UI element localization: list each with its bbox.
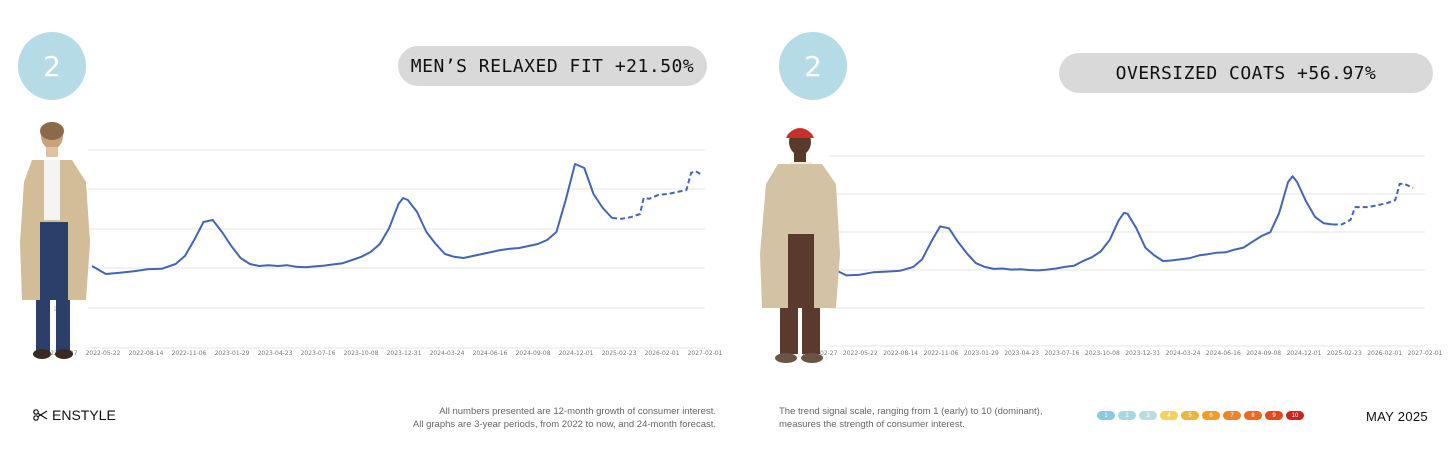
scale-chip: 6 [1202, 411, 1220, 420]
left-panel: 2 MEN’S RELAXED FIT +21.50% 102022-02-27… [18, 32, 723, 359]
trend-line [832, 175, 1333, 277]
x-tick-label: 2023-01-29 [964, 350, 999, 357]
x-tick-label: 2024-06-16 [473, 350, 508, 357]
trend-chart: 102022-02-272022-05-222022-08-142022-11-… [43, 149, 723, 357]
x-tick-label: 2023-04-23 [1004, 350, 1039, 357]
x-tick-label: 2023-10-08 [1085, 350, 1120, 357]
scale-chip: 9 [1265, 411, 1283, 420]
x-tick-label: 2024-03-24 [1166, 350, 1201, 357]
model-photo [760, 128, 840, 363]
scissors-icon [33, 409, 48, 421]
x-tick-label: 2027-02-01 [1408, 350, 1443, 357]
x-tick-label: 2024-09-08 [516, 350, 551, 357]
x-tick-label: 2024-03-24 [430, 350, 465, 357]
x-tick-label: 2024-12-01 [1287, 350, 1322, 357]
scale-chip: 3 [1139, 411, 1157, 420]
scale-chip: 5 [1181, 411, 1199, 420]
note-line: All graphs are 3-year periods, from 2022… [412, 419, 716, 430]
report-date: MAY 2025 [1366, 409, 1428, 424]
scale-chip: 1 [1097, 411, 1115, 420]
rank-badge: 2 [18, 32, 86, 100]
scale-note: The trend signal scale, ranging from 1 (… [779, 405, 1079, 431]
x-tick-label: 2022-08-14 [883, 350, 918, 357]
scale-chip: 4 [1160, 411, 1178, 420]
x-tick-label: 2022-08-14 [129, 350, 164, 357]
x-tick-label: 2023-12-31 [1125, 350, 1160, 357]
x-tick-label: 2023-01-29 [215, 350, 250, 357]
x-tick-label: 2023-07-16 [301, 350, 336, 357]
x-tick-label: 2027-02-01 [688, 350, 723, 357]
x-tick-label: 2022-02-27 [803, 350, 838, 357]
x-tick-label: 2022-11-06 [924, 350, 959, 357]
x-tick-label: 2025-02-23 [1327, 350, 1362, 357]
note-line: The trend signal scale, ranging from 1 (… [779, 406, 1043, 417]
x-tick-label: 2025-02-23 [602, 350, 637, 357]
rank-badge: 2 [779, 32, 847, 100]
signal-scale: 1 2 3 4 5 6 7 8 9 10 [1097, 411, 1304, 420]
methodology-note: All numbers presented are 12-month growt… [330, 405, 716, 431]
x-tick-label: 2024-09-08 [1246, 350, 1281, 357]
forecast-line [1332, 182, 1414, 226]
x-tick-label: 2023-12-31 [387, 350, 422, 357]
x-tick-label: 2026-02-01 [645, 350, 680, 357]
scale-chip: 10 [1286, 411, 1304, 420]
note-line: measures the strength of consumer intere… [779, 419, 965, 430]
x-tick-label: 2022-05-22 [86, 350, 121, 357]
trend-line [91, 163, 613, 275]
right-panel: 2 OVERSIZED COATS +56.97% 2022-02-272022… [728, 0, 1456, 449]
x-tick-label: 2024-12-01 [559, 350, 594, 357]
x-tick-label: 2023-10-08 [344, 350, 379, 357]
scale-chip: 2 [1118, 411, 1136, 420]
scale-chip: 8 [1244, 411, 1262, 420]
scale-chip: 7 [1223, 411, 1241, 420]
model-photo [20, 122, 90, 359]
x-tick-label: 2022-05-22 [843, 350, 878, 357]
x-tick-label: 2026-02-01 [1367, 350, 1402, 357]
trend-title: OVERSIZED COATS +56.97% [1059, 53, 1433, 93]
forecast-line [612, 170, 701, 220]
x-tick-label: 2024-06-16 [1206, 350, 1241, 357]
x-tick-label: 2023-07-16 [1045, 350, 1080, 357]
x-tick-label: 2022-11-06 [172, 350, 207, 357]
trend-chart: 2022-02-27 2022-05-22 2022-08-14 2022-11-06… [803, 155, 1443, 357]
note-line: All numbers presented are 12-month growt… [439, 406, 716, 417]
x-tick-label: 2023-04-23 [258, 350, 293, 357]
brand-name: ENSTYLE [52, 407, 116, 423]
trend-title: MEN’S RELAXED FIT +21.50% [398, 46, 707, 86]
brand-logo: ENSTYLE [33, 407, 116, 423]
